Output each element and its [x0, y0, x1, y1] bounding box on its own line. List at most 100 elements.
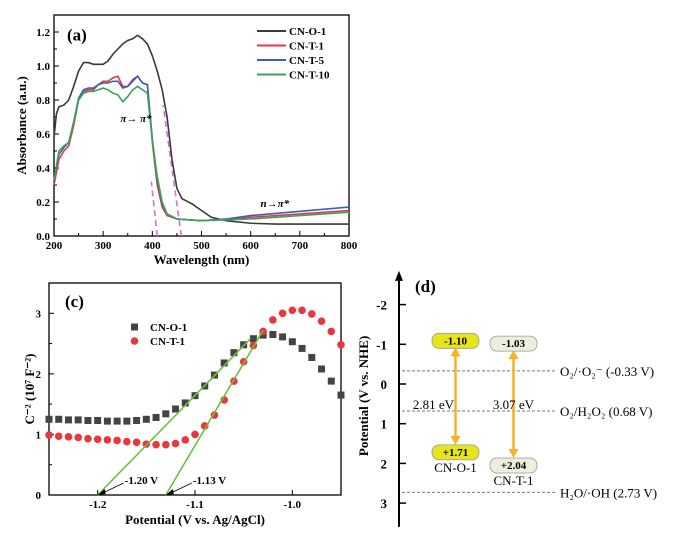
data-point-cn-o-1	[162, 410, 170, 418]
legend-label: CN-T-1	[150, 336, 185, 348]
data-point-cn-o-1	[133, 416, 141, 424]
y-tick-label-a: 0.0	[36, 231, 50, 243]
data-point-cn-t-1	[152, 440, 160, 449]
panel-label-d: (d)	[415, 277, 436, 296]
data-point-cn-o-1	[142, 415, 150, 423]
x-tick-label-a: 400	[144, 240, 161, 252]
band-box-cb	[431, 332, 480, 349]
annotation-a: π→ π*	[120, 113, 152, 125]
y-tick-label-a: 0.4	[36, 163, 50, 175]
data-point-cn-t-1	[200, 422, 209, 430]
data-point-cn-o-1	[308, 354, 316, 362]
data-point-cn-o-1	[230, 349, 238, 357]
y-tick-label-c: 1	[36, 429, 42, 441]
data-point-cn-o-1	[220, 359, 228, 367]
y-tick-label-c: 3	[36, 308, 42, 320]
y-tick-label-a: 0.6	[36, 129, 50, 141]
x-tick-label-a: 700	[292, 240, 309, 252]
data-point-cn-o-1	[337, 391, 345, 399]
data-point-cn-o-1	[249, 335, 257, 343]
data-point-cn-o-1	[45, 415, 53, 423]
band-value-cb: -1.03	[502, 338, 525, 350]
tangent-line-a	[162, 104, 183, 237]
annotation-a: n→π*	[261, 198, 290, 210]
redox-level-label: O₂/H₂O₂ (0.68 V)	[560, 404, 652, 419]
data-point-cn-o-1	[113, 417, 121, 425]
y-tick-label-d: 0	[381, 377, 388, 392]
sample-name: CN-T-1	[494, 473, 534, 488]
arrow-down-icon	[508, 448, 519, 458]
redox-level-label: H₂O/·OH (2.73 V)	[560, 485, 657, 500]
legend-marker	[131, 323, 138, 331]
data-point-cn-o-1	[279, 333, 287, 341]
data-point-cn-t-1	[84, 434, 92, 443]
x-tick-label-a: 800	[341, 240, 358, 252]
band-box-cb	[489, 335, 538, 352]
band-value-vb: +1.71	[443, 447, 469, 459]
data-point-cn-o-1	[103, 417, 111, 425]
data-point-cn-o-1	[288, 338, 296, 346]
legend-label: CN-T-10	[289, 70, 330, 82]
legend-marker	[130, 337, 139, 345]
data-point-cn-o-1	[84, 416, 92, 424]
data-point-cn-t-1	[181, 436, 190, 444]
arrow-up-icon	[508, 350, 519, 360]
data-point-cn-t-1	[308, 310, 316, 318]
intercept-label: -1.13 V	[193, 475, 226, 487]
arrow-head-icon	[97, 489, 106, 495]
data-point-cn-t-1	[132, 438, 141, 447]
data-point-cn-o-1	[74, 416, 82, 424]
y-tick-label-d: 1	[381, 417, 388, 432]
data-point-cn-t-1	[123, 437, 131, 446]
band-box-vb	[489, 457, 538, 474]
y-axis-label-d: Potential (V vs. NHE)	[356, 336, 371, 456]
series-line-cn-t-5	[53, 74, 350, 222]
fit-line	[165, 329, 264, 496]
y-axis-label-c: C⁻² (10⁷ F⁻²)	[22, 354, 37, 425]
data-point-cn-t-1	[93, 435, 102, 444]
legend-label: CN-T-1	[289, 41, 324, 53]
band-box-vb	[431, 444, 480, 461]
y-tick-label-d: -1	[376, 337, 387, 352]
arrow-up-icon	[450, 347, 461, 357]
data-point-cn-o-1	[181, 399, 189, 407]
data-point-cn-o-1	[172, 405, 180, 413]
x-tick-label-a: 600	[242, 240, 259, 252]
data-point-cn-o-1	[318, 365, 326, 373]
x-tick-label-a: 300	[95, 240, 112, 252]
data-point-cn-t-1	[162, 440, 170, 449]
series-line-cn-t-10	[53, 85, 350, 222]
series-line-cn-o-1	[53, 34, 349, 225]
data-point-cn-t-1	[64, 433, 73, 441]
y-tick-label-a: 1.2	[36, 27, 50, 39]
redox-level-label: O₂/·O₂⁻ (-0.33 V)	[560, 364, 654, 379]
tangent-line-a	[150, 181, 159, 237]
legend-label: CN-O-1	[289, 26, 326, 38]
band-gap-label: 3.07 eV	[493, 397, 535, 412]
x-tick-label-a: 200	[46, 240, 63, 252]
data-point-cn-o-1	[64, 416, 72, 424]
data-point-cn-t-1	[269, 316, 277, 324]
data-point-cn-t-1	[278, 309, 287, 318]
legend-label: CN-O-1	[150, 322, 187, 334]
data-point-cn-t-1	[191, 430, 199, 439]
y-axis-label-a: Absorbance (a.u.)	[14, 76, 29, 175]
x-tick-label-a: 500	[193, 240, 210, 252]
intercept-label: -1.20 V	[125, 475, 158, 487]
data-point-cn-t-1	[45, 431, 53, 439]
fit-line	[97, 338, 252, 496]
data-point-cn-t-1	[288, 306, 297, 315]
y-tick-label-a: 0.8	[36, 95, 50, 107]
axis-arrow-icon	[395, 270, 403, 281]
sample-name: CN-O-1	[434, 460, 477, 475]
arrow-down-icon	[450, 435, 461, 445]
data-point-cn-o-1	[123, 417, 131, 425]
y-tick-label-c: 2	[36, 369, 42, 381]
data-point-cn-t-1	[171, 439, 180, 448]
x-tick-label-c: -1.2	[89, 499, 107, 511]
panel-label-a: (a)	[67, 26, 87, 45]
data-point-cn-t-1	[103, 436, 112, 444]
y-tick-label-a: 0.2	[36, 197, 50, 209]
data-point-cn-t-1	[74, 433, 82, 442]
